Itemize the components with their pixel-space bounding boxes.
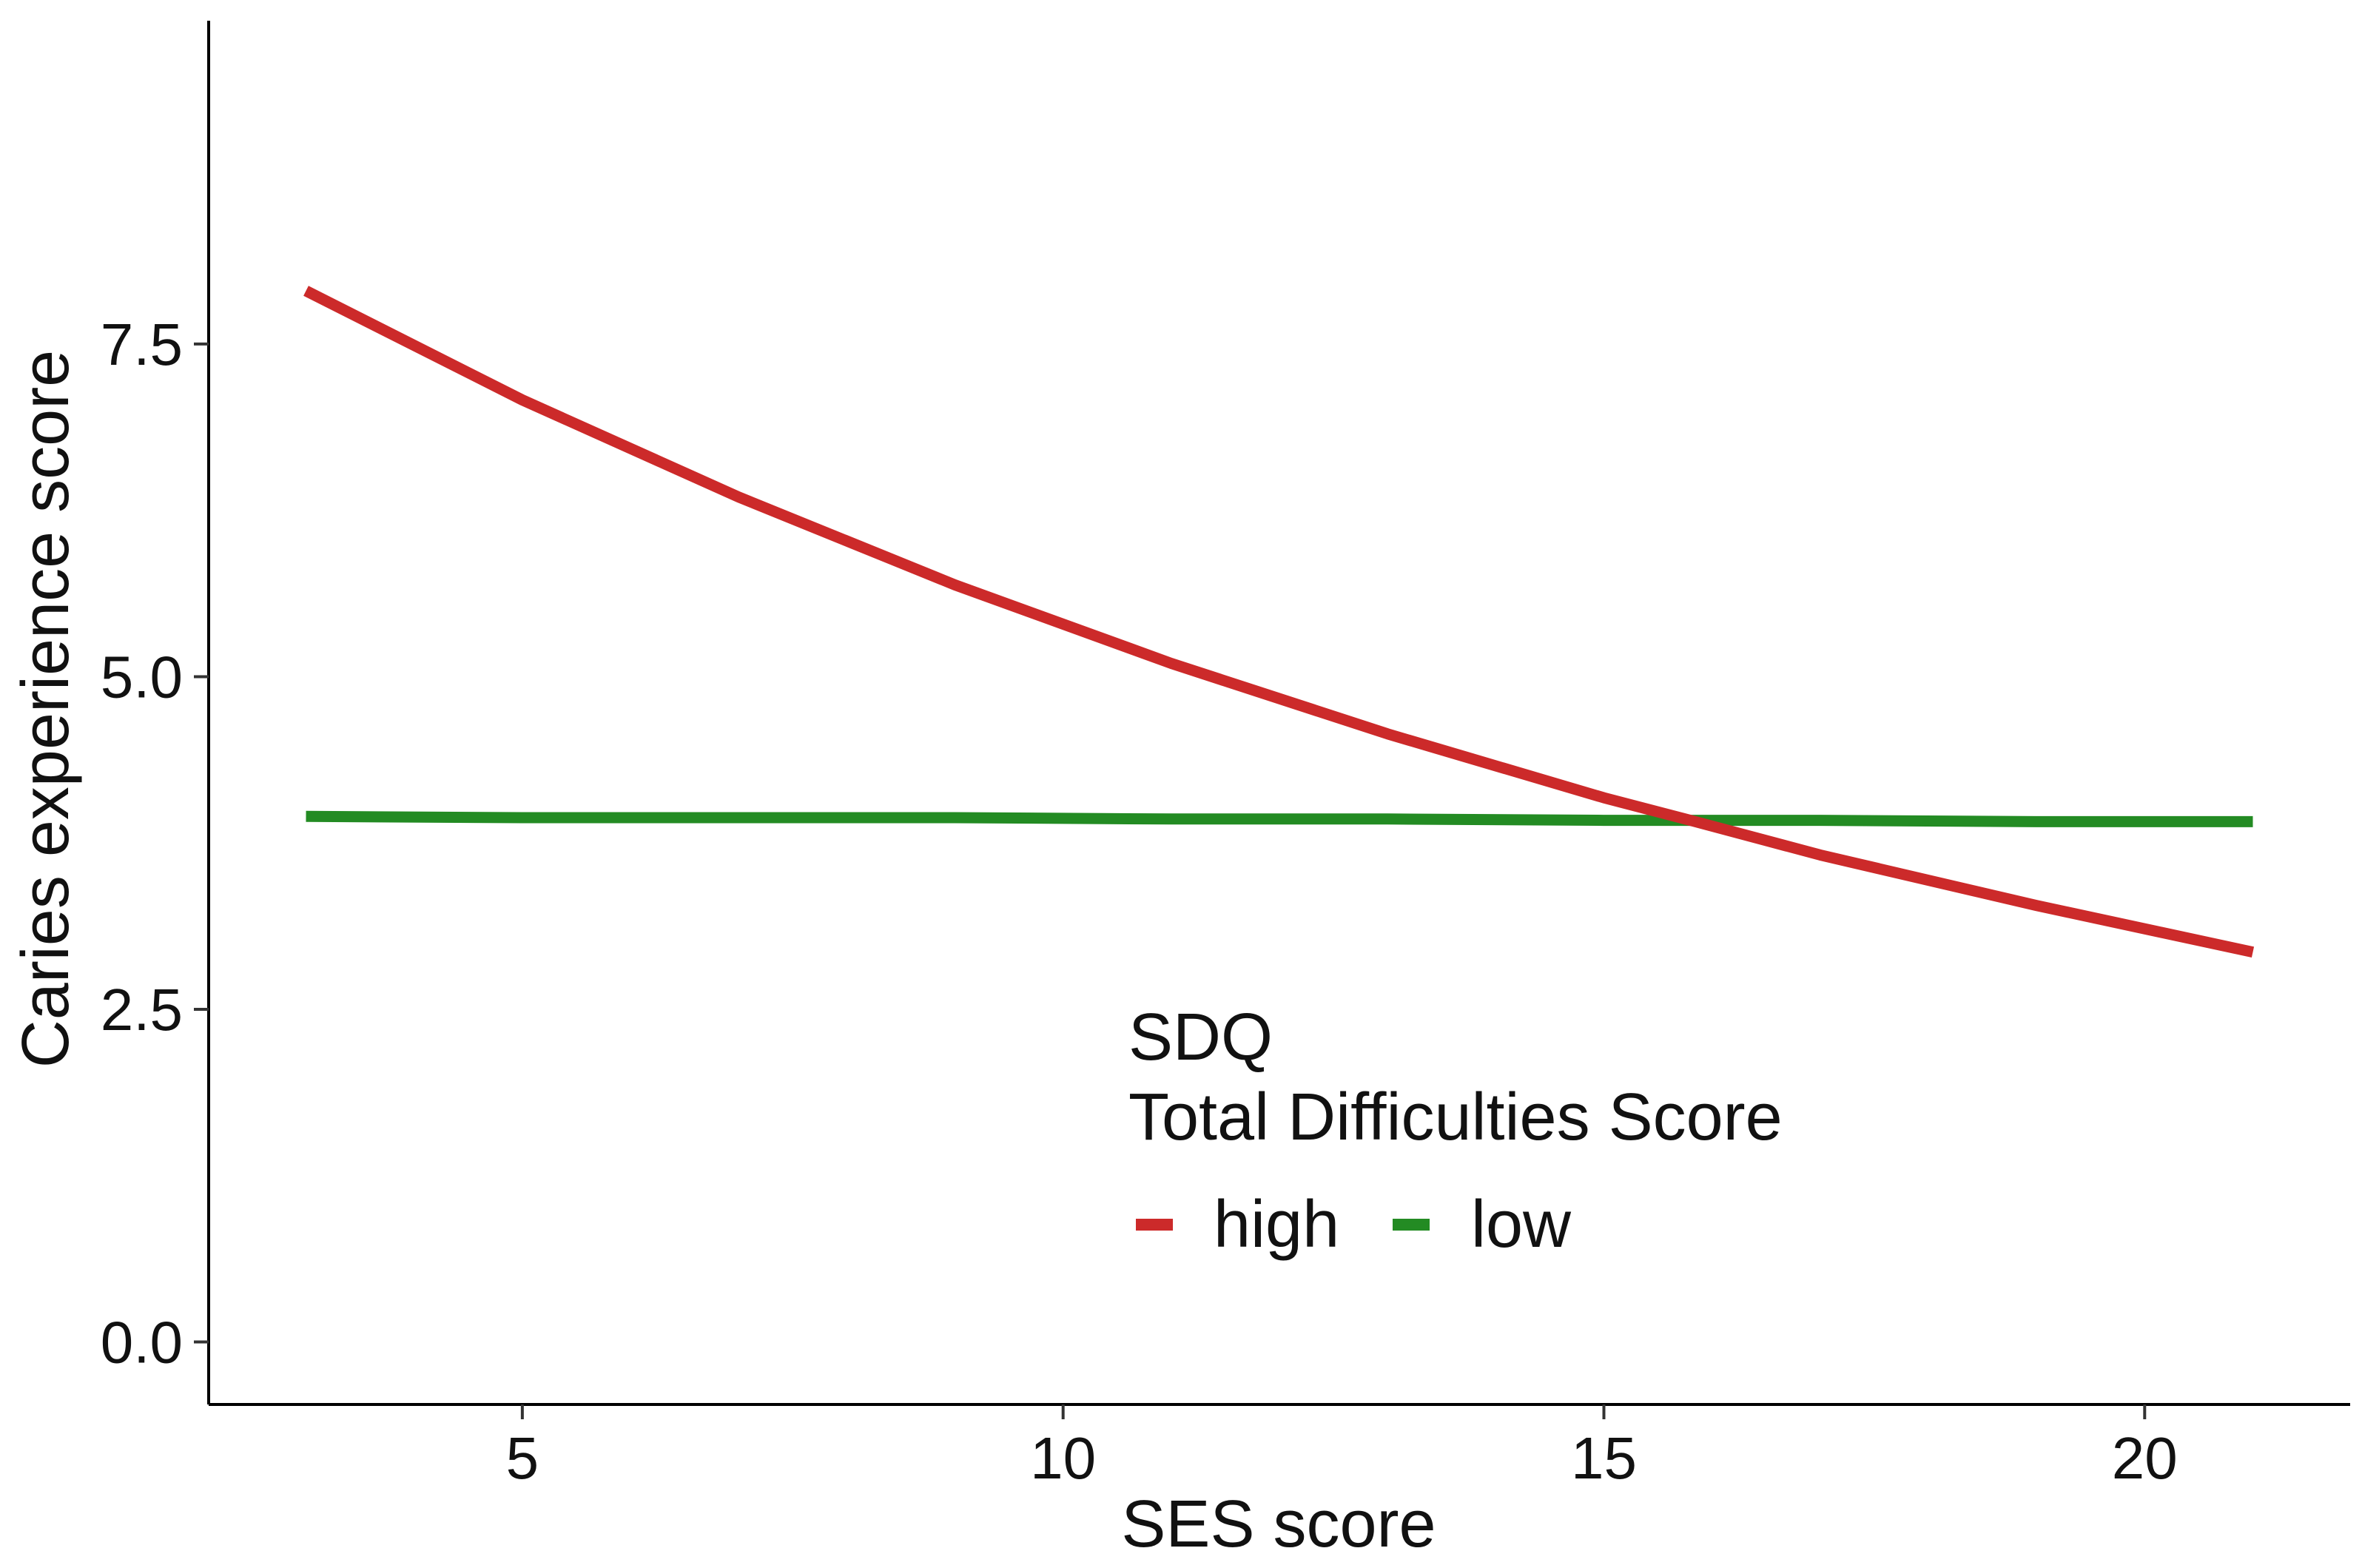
x-tick-label: 10: [1030, 1425, 1096, 1491]
y-tick-label: 2.5: [101, 977, 183, 1043]
x-axis-title: SES score: [1121, 1487, 1436, 1561]
y-axis-title: Caries experience score: [9, 350, 83, 1068]
y-tick-label: 7.5: [101, 312, 183, 377]
series-line-low: [306, 810, 2253, 827]
y-tick-label: 0.0: [101, 1309, 183, 1375]
axes: 5 10 15 20 0.0 2.5 5.0 7.5: [101, 21, 2350, 1491]
x-tick-label: 20: [2112, 1425, 2178, 1491]
y-tick-label: 5.0: [101, 644, 183, 710]
plot-area: [303, 286, 2255, 958]
legend-title-line-1: SDQ: [1128, 1000, 1273, 1074]
legend-label-high: high: [1214, 1188, 1339, 1262]
legend-title-line-2: Total Difficulties Score: [1128, 1080, 1783, 1154]
legend: SDQ Total Difficulties Score high low: [1128, 1000, 1783, 1262]
legend-label-low: low: [1471, 1188, 1572, 1262]
x-tick-label: 5: [506, 1425, 539, 1491]
series-line-high: [303, 286, 2255, 958]
x-tick-label: 15: [1571, 1425, 1637, 1491]
